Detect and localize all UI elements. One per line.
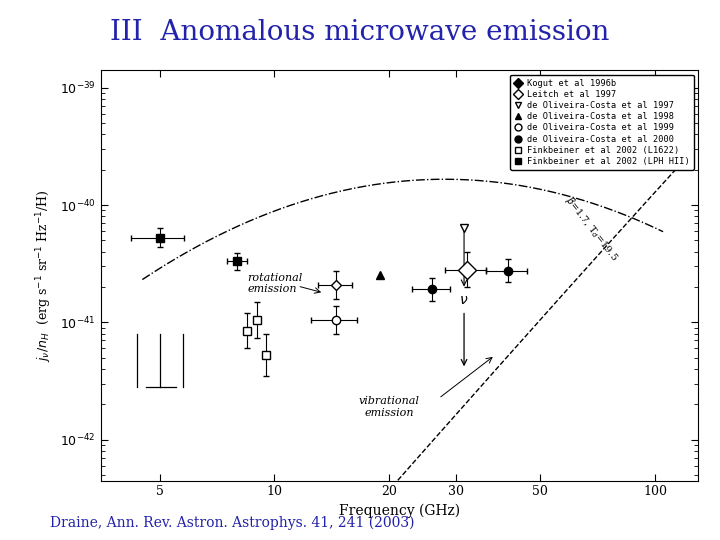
Y-axis label: $j_\nu/n_H$  (erg s$^{-1}$ sr$^{-1}$ Hz$^{-1}$/H): $j_\nu/n_H$ (erg s$^{-1}$ sr$^{-1}$ Hz$^… <box>35 189 55 362</box>
Text: $\mathit{\nu}$: $\mathit{\nu}$ <box>459 293 469 307</box>
Text: rotational
emission: rotational emission <box>248 273 302 294</box>
Text: vibrational
emission: vibrational emission <box>359 396 419 417</box>
Text: $\beta$=1.7, T$_d$=19.5: $\beta$=1.7, T$_d$=19.5 <box>562 193 621 264</box>
Text: III  Anomalous microwave emission: III Anomalous microwave emission <box>110 19 610 46</box>
X-axis label: Frequency (GHz): Frequency (GHz) <box>339 504 460 518</box>
Text: Draine, Ann. Rev. Astron. Astrophys. 41, 241 (2003): Draine, Ann. Rev. Astron. Astrophys. 41,… <box>50 516 415 530</box>
Legend: Kogut et al 1996b, Leitch et al 1997, de Oliveira-Costa et al 1997, de Oliveira-: Kogut et al 1996b, Leitch et al 1997, de… <box>510 75 694 170</box>
